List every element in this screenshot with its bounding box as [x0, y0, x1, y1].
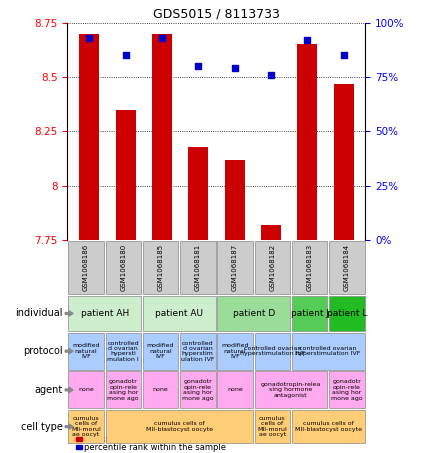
- Point: [339, 52, 346, 59]
- Text: patient AH: patient AH: [80, 309, 128, 318]
- Point: [267, 71, 274, 78]
- Text: modified
natural
IVF: modified natural IVF: [72, 343, 99, 359]
- Text: controlled
d ovarian
hyperstim
ulation IVF: controlled d ovarian hyperstim ulation I…: [181, 341, 214, 362]
- Text: GSM1068182: GSM1068182: [269, 244, 275, 291]
- Text: cumulus cells of
MII-blastocyst oocyte: cumulus cells of MII-blastocyst oocyte: [294, 421, 361, 432]
- Text: GSM1068185: GSM1068185: [157, 244, 163, 291]
- Text: protocol: protocol: [23, 346, 63, 356]
- Text: gonadotropin-relea
sing hormone
antagonist: gonadotropin-relea sing hormone antagoni…: [260, 382, 320, 398]
- Text: individual: individual: [16, 308, 63, 318]
- Text: patient AU: patient AU: [155, 309, 203, 318]
- Text: none: none: [152, 387, 168, 392]
- Text: GSM1068181: GSM1068181: [194, 244, 201, 291]
- Text: controlled
d ovarian
hypersti
mulation I: controlled d ovarian hypersti mulation I: [107, 341, 139, 362]
- Text: cell type: cell type: [21, 422, 63, 432]
- Text: patient J: patient J: [290, 309, 328, 318]
- Title: GDS5015 / 8113733: GDS5015 / 8113733: [153, 7, 279, 20]
- Text: modified
natural
IVF: modified natural IVF: [221, 343, 248, 359]
- Text: cumulus
cells of
MII-morul
ae oocyt: cumulus cells of MII-morul ae oocyt: [71, 416, 101, 437]
- Bar: [79, 34, 99, 240]
- Text: agent: agent: [35, 385, 63, 395]
- Point: [158, 34, 165, 42]
- Text: GSM1068187: GSM1068187: [231, 244, 237, 291]
- Text: gonadotr
opin-rele
asing hor
mone ago: gonadotr opin-rele asing hor mone ago: [107, 379, 139, 400]
- Bar: [333, 83, 353, 240]
- Text: GSM1068180: GSM1068180: [120, 244, 126, 291]
- Text: GSM1068183: GSM1068183: [306, 244, 312, 291]
- Bar: [115, 110, 135, 240]
- Text: cumulus cells of
MII-blastocyst oocyte: cumulus cells of MII-blastocyst oocyte: [145, 421, 212, 432]
- Text: percentile rank within the sample: percentile rank within the sample: [84, 443, 226, 452]
- Text: controlled ovarian
hyperstimulation IVF: controlled ovarian hyperstimulation IVF: [295, 346, 360, 357]
- Text: transformed count: transformed count: [84, 434, 162, 443]
- Text: gonadotr
opin-rele
asing hor
mone ago: gonadotr opin-rele asing hor mone ago: [181, 379, 213, 400]
- Bar: [188, 147, 208, 240]
- Text: patient L: patient L: [326, 309, 366, 318]
- Text: GSM1068184: GSM1068184: [343, 244, 349, 291]
- Text: modified
natural
IVF: modified natural IVF: [146, 343, 174, 359]
- Text: none: none: [78, 387, 94, 392]
- Text: GSM1068186: GSM1068186: [83, 244, 89, 291]
- Point: [85, 34, 92, 42]
- Text: controlled ovarian
hyperstimulation IVF: controlled ovarian hyperstimulation IVF: [239, 346, 304, 357]
- Text: patient D: patient D: [232, 309, 274, 318]
- Point: [230, 65, 237, 72]
- Text: cumulus
cells of
MII-morul
ae oocyt: cumulus cells of MII-morul ae oocyt: [257, 416, 286, 437]
- Point: [122, 52, 129, 59]
- Text: gonadotr
opin-rele
asing hor
mone ago: gonadotr opin-rele asing hor mone ago: [330, 379, 362, 400]
- Text: none: none: [227, 387, 242, 392]
- Bar: [151, 34, 171, 240]
- Bar: [296, 44, 316, 240]
- Point: [194, 63, 201, 70]
- Point: [303, 36, 310, 43]
- Bar: [224, 159, 244, 240]
- Bar: [260, 225, 280, 240]
